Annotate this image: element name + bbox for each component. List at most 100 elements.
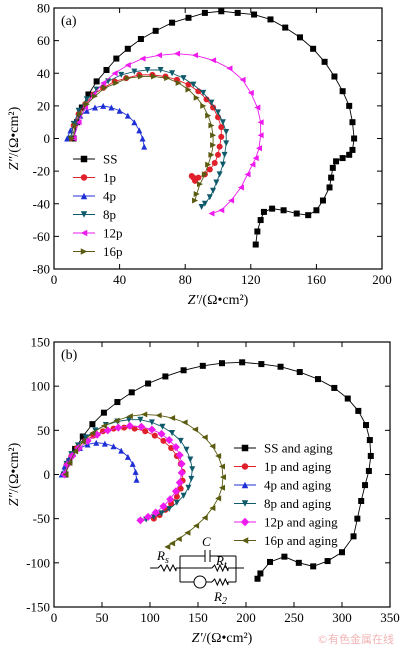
legend-marker xyxy=(241,537,249,544)
nyquist-plot-b: 0 50 100 150 200 250 300 350 -150 -100 -50 0 50 100 15… xyxy=(7,335,400,647)
data-point xyxy=(173,499,180,506)
series-16p-and-aging xyxy=(62,411,226,550)
data-point xyxy=(92,93,98,100)
data-point xyxy=(155,52,162,59)
data-point xyxy=(310,45,317,52)
data-point xyxy=(239,76,246,83)
data-point xyxy=(223,128,230,135)
data-point xyxy=(256,145,262,152)
data-point xyxy=(118,71,125,78)
data-point xyxy=(177,459,186,468)
x-tick-label: 300 xyxy=(332,610,352,625)
data-point xyxy=(267,16,274,23)
data-point xyxy=(254,575,261,582)
data-point xyxy=(193,522,200,529)
data-point xyxy=(164,75,171,82)
data-point xyxy=(129,460,136,467)
data-point xyxy=(124,45,131,52)
y-tick-label: -20 xyxy=(33,164,50,179)
data-point xyxy=(173,493,180,500)
legend-label: 4p xyxy=(103,189,116,204)
series-8p-and-aging xyxy=(60,416,196,525)
data-point xyxy=(350,533,357,540)
data-point xyxy=(141,411,148,418)
data-point xyxy=(201,514,208,521)
data-point xyxy=(219,474,226,481)
data-point xyxy=(216,143,223,150)
data-point xyxy=(267,558,273,565)
data-point xyxy=(142,428,149,435)
data-point xyxy=(166,495,175,504)
data-point xyxy=(215,151,221,158)
data-point xyxy=(346,102,353,109)
data-point xyxy=(193,190,200,197)
data-point xyxy=(254,104,261,111)
data-point xyxy=(181,419,188,426)
data-point xyxy=(282,24,289,31)
data-point xyxy=(218,207,225,214)
data-point xyxy=(169,414,176,421)
data-point xyxy=(144,66,151,73)
data-point xyxy=(169,540,176,547)
legend-marker xyxy=(80,248,88,255)
data-point xyxy=(79,433,86,440)
data-point xyxy=(89,421,96,428)
data-point xyxy=(113,80,120,87)
data-point xyxy=(349,119,356,126)
data-point xyxy=(101,84,108,91)
data-point xyxy=(257,217,264,224)
data-point xyxy=(208,99,215,106)
series-12p-and-aging xyxy=(60,421,186,525)
data-point xyxy=(324,558,331,565)
circuit-label-rt: Rt xyxy=(215,553,227,571)
data-point xyxy=(114,423,123,432)
data-point xyxy=(158,510,165,517)
data-point xyxy=(206,194,213,201)
data-point xyxy=(160,437,167,444)
data-point xyxy=(165,436,174,445)
x-axis-label: Z′/(Ω•cm²) xyxy=(188,293,249,308)
data-point xyxy=(184,529,191,536)
data-point xyxy=(89,429,96,436)
data-point xyxy=(175,535,182,542)
data-point xyxy=(210,187,217,194)
data-point xyxy=(100,409,107,416)
data-point xyxy=(175,80,182,87)
data-point xyxy=(100,80,107,87)
series-SS-and-aging xyxy=(62,359,374,582)
data-point xyxy=(180,75,187,82)
data-point xyxy=(257,119,264,126)
data-point xyxy=(175,451,184,460)
x-tick-label: 200 xyxy=(372,272,392,287)
data-point xyxy=(200,102,207,109)
panel-label: (b) xyxy=(61,348,78,363)
data-point xyxy=(177,437,184,444)
data-point xyxy=(321,58,328,65)
data-point xyxy=(82,104,89,111)
data-point xyxy=(185,86,192,93)
y-tick-label: 0 xyxy=(44,467,51,482)
data-point xyxy=(349,146,356,153)
data-point xyxy=(351,135,358,142)
data-point xyxy=(72,122,79,129)
data-point xyxy=(305,212,312,219)
data-point xyxy=(192,52,199,59)
data-point xyxy=(114,399,121,406)
data-point xyxy=(77,111,84,118)
legend-marker xyxy=(240,517,250,527)
data-point xyxy=(151,73,158,80)
nyquist-plot-a: 0 40 80 120 160 200 -80 -60 -40 -20 0 20 40 60 80 (a) Z′… xyxy=(7,1,392,309)
data-point xyxy=(151,432,158,439)
data-point xyxy=(331,73,338,80)
legend-marker xyxy=(80,211,88,218)
data-point xyxy=(139,55,146,62)
data-point xyxy=(252,241,259,248)
legend-label: SS xyxy=(103,152,117,167)
data-point xyxy=(366,437,373,444)
data-point xyxy=(93,439,100,446)
data-point xyxy=(166,505,173,512)
data-point xyxy=(219,463,225,470)
data-point xyxy=(362,482,369,489)
data-point xyxy=(226,65,233,72)
legend-label: 8p and aging xyxy=(264,496,332,511)
